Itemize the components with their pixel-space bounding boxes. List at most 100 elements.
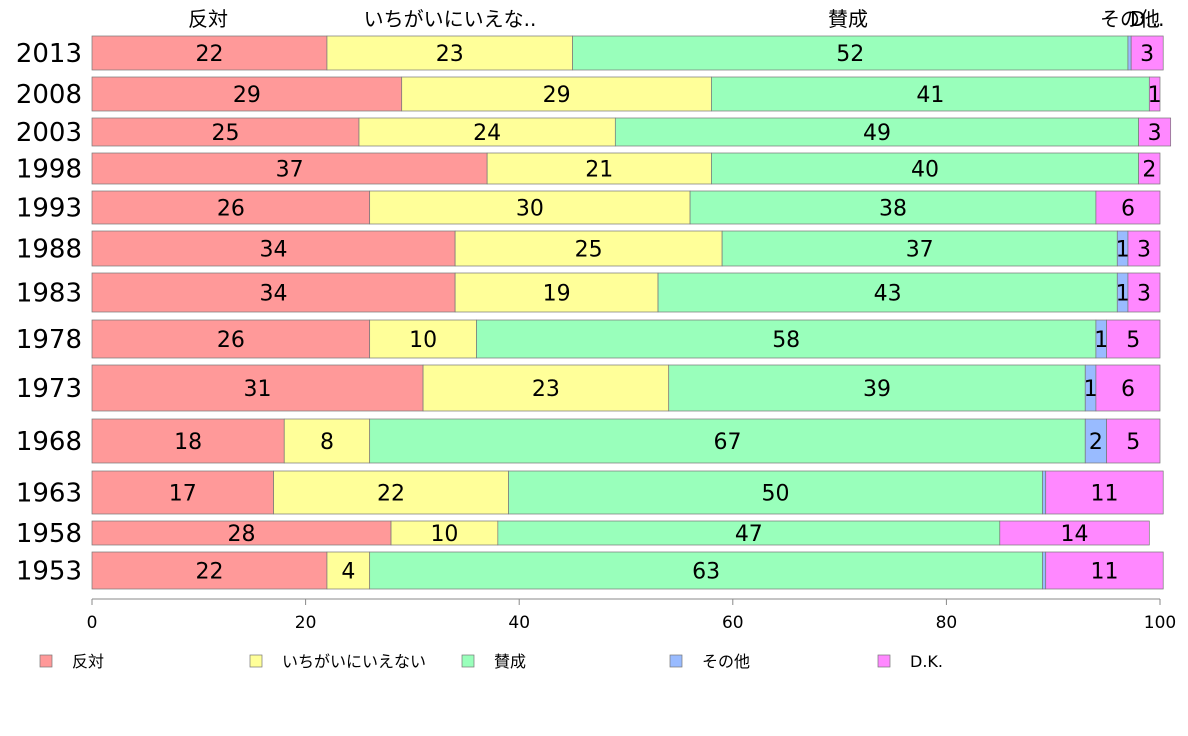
bar-segment — [1138, 152, 1161, 185]
bar-segment — [91, 230, 456, 267]
year-label: 1998 — [16, 155, 82, 185]
value-label: 22 — [195, 560, 223, 585]
value-label: 25 — [212, 121, 240, 146]
legend-label: いちがいにいえない — [282, 652, 426, 671]
value-label: 34 — [260, 282, 288, 307]
header-label: いちがいにいえな.. — [364, 7, 537, 31]
bar-segment — [369, 551, 1043, 590]
bar-segment — [711, 152, 1139, 185]
value-label: 8 — [320, 430, 334, 455]
value-label: 2 — [1089, 430, 1103, 455]
value-label: 34 — [260, 238, 288, 263]
value-label: 3 — [1148, 121, 1162, 146]
legend-swatch — [39, 654, 53, 668]
value-label: 26 — [217, 197, 245, 222]
x-tick-label: 80 — [936, 613, 958, 633]
year-label: 1973 — [16, 374, 82, 404]
value-label: 3 — [1137, 238, 1151, 263]
value-label: 49 — [863, 121, 891, 146]
value-label: 1 — [1116, 238, 1130, 263]
bar-segment — [326, 35, 573, 71]
bar-segment — [497, 520, 1001, 546]
value-label: 63 — [692, 560, 720, 585]
bar-segment — [91, 319, 371, 359]
value-label: 29 — [543, 83, 571, 108]
legend-label: その他 — [702, 652, 750, 671]
value-label: 19 — [543, 282, 571, 307]
value-label: 3 — [1137, 282, 1151, 307]
value-label: 11 — [1090, 560, 1118, 585]
value-label: 39 — [863, 377, 891, 402]
bar-segment — [572, 35, 1129, 71]
header-label: 賛成 — [828, 7, 868, 31]
bar-segment — [390, 520, 499, 546]
bar-segment — [401, 76, 712, 112]
value-label: 37 — [276, 158, 304, 183]
value-label: 2 — [1142, 158, 1156, 183]
value-label: 6 — [1121, 197, 1135, 222]
x-tick-label: 0 — [87, 613, 98, 633]
bar-segment — [1106, 319, 1161, 359]
bar-segment — [614, 117, 1139, 147]
bar-segment — [369, 418, 1086, 464]
bar-segment — [668, 364, 1086, 412]
value-label: 67 — [713, 430, 741, 455]
value-label: 58 — [772, 328, 800, 353]
value-label: 11 — [1090, 482, 1118, 507]
value-label: 6 — [1121, 377, 1135, 402]
bar-segment — [689, 190, 1097, 225]
bar-segment — [358, 117, 616, 147]
bar-segment — [657, 272, 1118, 313]
bar-segment — [1130, 35, 1164, 71]
bar-segment — [1148, 76, 1161, 112]
bar-segment — [91, 190, 371, 225]
year-label: 1953 — [16, 557, 82, 587]
value-label: 17 — [169, 482, 197, 507]
value-label: 31 — [244, 377, 272, 402]
value-label: 3 — [1140, 42, 1154, 67]
year-label: 2003 — [16, 118, 82, 148]
bar-segment — [476, 319, 1097, 359]
year-label: 1988 — [16, 235, 82, 265]
legend-swatch — [669, 654, 683, 668]
bar-segment — [721, 230, 1118, 267]
year-label: 1993 — [16, 194, 82, 224]
x-tick-label: 100 — [1144, 613, 1176, 633]
bar-segment — [454, 272, 659, 313]
value-label: 5 — [1126, 328, 1140, 353]
year-label: 2008 — [16, 80, 82, 110]
value-label: 38 — [879, 197, 907, 222]
bar-segment — [1127, 230, 1161, 267]
value-label: 43 — [874, 282, 902, 307]
bar-segment — [91, 272, 456, 313]
value-label: 21 — [585, 158, 613, 183]
value-label: 30 — [516, 197, 544, 222]
bar-segment — [91, 551, 328, 590]
value-label: 40 — [911, 158, 939, 183]
bar-segment — [1127, 35, 1132, 71]
value-label: 22 — [195, 42, 223, 67]
x-tick-label: 20 — [295, 613, 317, 633]
header-label: その他 — [1100, 7, 1160, 31]
value-label: 23 — [436, 42, 464, 67]
bar-segment — [1106, 418, 1161, 464]
bar-segment — [91, 117, 360, 147]
bar-segment — [422, 364, 670, 412]
value-label: 1 — [1148, 83, 1162, 108]
bar-segment — [91, 520, 392, 546]
value-label: 14 — [1061, 522, 1089, 547]
value-label: 5 — [1126, 430, 1140, 455]
year-label: 1963 — [16, 479, 82, 509]
value-label: 22 — [377, 482, 405, 507]
value-label: 28 — [228, 522, 256, 547]
year-label: 1968 — [16, 427, 82, 457]
value-label: 29 — [233, 83, 261, 108]
header-label: 反対 — [188, 7, 228, 31]
year-label: 2013 — [16, 39, 82, 69]
bar-segment — [283, 418, 371, 464]
bar-segment — [91, 76, 403, 112]
bar-segment — [91, 35, 328, 71]
bar-segment — [508, 470, 1043, 515]
bar-segment — [711, 76, 1150, 112]
